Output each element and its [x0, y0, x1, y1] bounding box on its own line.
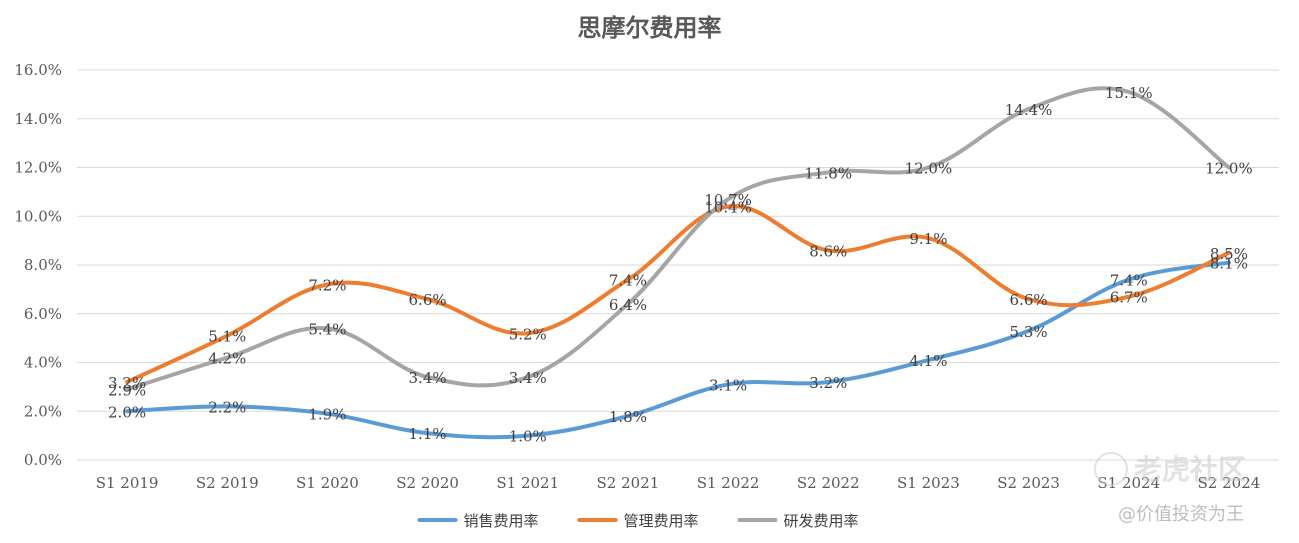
data-label: 8.1%	[1210, 255, 1248, 273]
data-label: 1.0%	[509, 428, 547, 446]
legend-label: 销售费用率	[464, 512, 539, 530]
watermark-logo-text: 老虎社区	[1134, 453, 1247, 486]
data-label: 5.3%	[1010, 323, 1048, 341]
y-tick-label: 8.0%	[24, 256, 62, 274]
data-label: 6.7%	[1110, 289, 1148, 307]
legend-label: 研发费用率	[784, 512, 859, 530]
x-tick-label: S1 2022	[697, 474, 760, 492]
data-label: 4.1%	[909, 352, 947, 370]
data-label: 10.4%	[704, 199, 752, 217]
data-label: 5.2%	[509, 325, 547, 343]
x-tick-label: S2 2023	[997, 474, 1060, 492]
legend: 销售费用率 管理费用率 研发费用率	[417, 512, 859, 530]
x-tick-label: S2 2022	[797, 474, 860, 492]
data-label: 3.1%	[709, 376, 747, 394]
series-line	[125, 260, 1231, 440]
x-tick-label: S2 2019	[196, 474, 259, 492]
data-label: 4.2%	[208, 350, 246, 368]
x-tick-label: S2 2020	[396, 474, 459, 492]
y-tick-label: 4.0%	[24, 354, 62, 372]
data-label: 8.5%	[1210, 245, 1248, 263]
gridlines	[77, 69, 1279, 461]
data-label: 6.4%	[609, 296, 647, 314]
data-label: 2.0%	[108, 403, 146, 421]
data-label: 10.7%	[704, 191, 752, 209]
data-label: 3.4%	[409, 369, 447, 387]
x-tick-label: S1 2021	[496, 474, 559, 492]
y-axis-ticks: 0.0% 2.0% 4.0% 6.0% 8.0% 10.0% 12.0% 14.0% 16.0%	[14, 61, 62, 469]
data-label: 14.4%	[1005, 101, 1053, 119]
data-label: 7.2%	[308, 277, 346, 295]
y-tick-label: 16.0%	[14, 61, 62, 79]
y-tick-label: 2.0%	[24, 402, 62, 420]
data-label: 2.9%	[108, 381, 146, 399]
data-label: 5.1%	[208, 328, 246, 346]
data-label: 2.2%	[208, 398, 246, 416]
data-label: 7.4%	[609, 272, 647, 290]
data-label: 6.6%	[1010, 291, 1048, 309]
x-tick-label: S2 2021	[597, 474, 660, 492]
data-label: 12.0%	[905, 160, 953, 178]
data-label: 3.4%	[509, 369, 547, 387]
y-tick-label: 0.0%	[24, 451, 62, 469]
y-tick-label: 10.0%	[14, 207, 62, 225]
x-tick-label: S2 2024	[1198, 474, 1261, 492]
data-label: 3.2%	[809, 374, 847, 392]
legend-label: 管理费用率	[624, 512, 699, 530]
data-label: 1.9%	[308, 406, 346, 424]
series-line	[125, 86, 1231, 392]
data-label: 12.0%	[1205, 160, 1253, 178]
x-tick-label: S1 2020	[296, 474, 359, 492]
data-label: 15.1%	[1105, 84, 1153, 102]
data-label: 1.8%	[609, 408, 647, 426]
y-tick-label: 12.0%	[14, 159, 62, 177]
x-tick-label: S1 2019	[96, 474, 159, 492]
y-tick-label: 6.0%	[24, 305, 62, 323]
x-axis-ticks: S1 2019 S2 2019 S1 2020 S2 2020 S1 2021 S2 20…	[96, 474, 1261, 492]
data-label: 7.4%	[1110, 272, 1148, 290]
series-lines	[125, 86, 1231, 440]
data-label: 1.1%	[409, 425, 447, 443]
data-label: 11.8%	[804, 164, 852, 182]
data-labels: 2.0% 2.2% 1.9% 1.1% 1.0% 1.8% 3.1% 3.2% 4.1% 5.3%…	[108, 84, 1253, 446]
watermark-logo-icon	[1094, 452, 1128, 486]
chart-title: 思摩尔费用率	[577, 14, 722, 42]
data-label: 6.6%	[409, 291, 447, 309]
data-label: 9.1%	[909, 230, 947, 248]
x-tick-label: S1 2023	[897, 474, 960, 492]
data-label: 3.2%	[108, 374, 146, 392]
y-tick-label: 14.0%	[14, 110, 62, 128]
data-label: 8.6%	[809, 242, 847, 260]
data-label: 5.4%	[308, 320, 346, 338]
watermark-handle: @价值投资为王	[1118, 504, 1244, 525]
series-line	[125, 204, 1231, 384]
